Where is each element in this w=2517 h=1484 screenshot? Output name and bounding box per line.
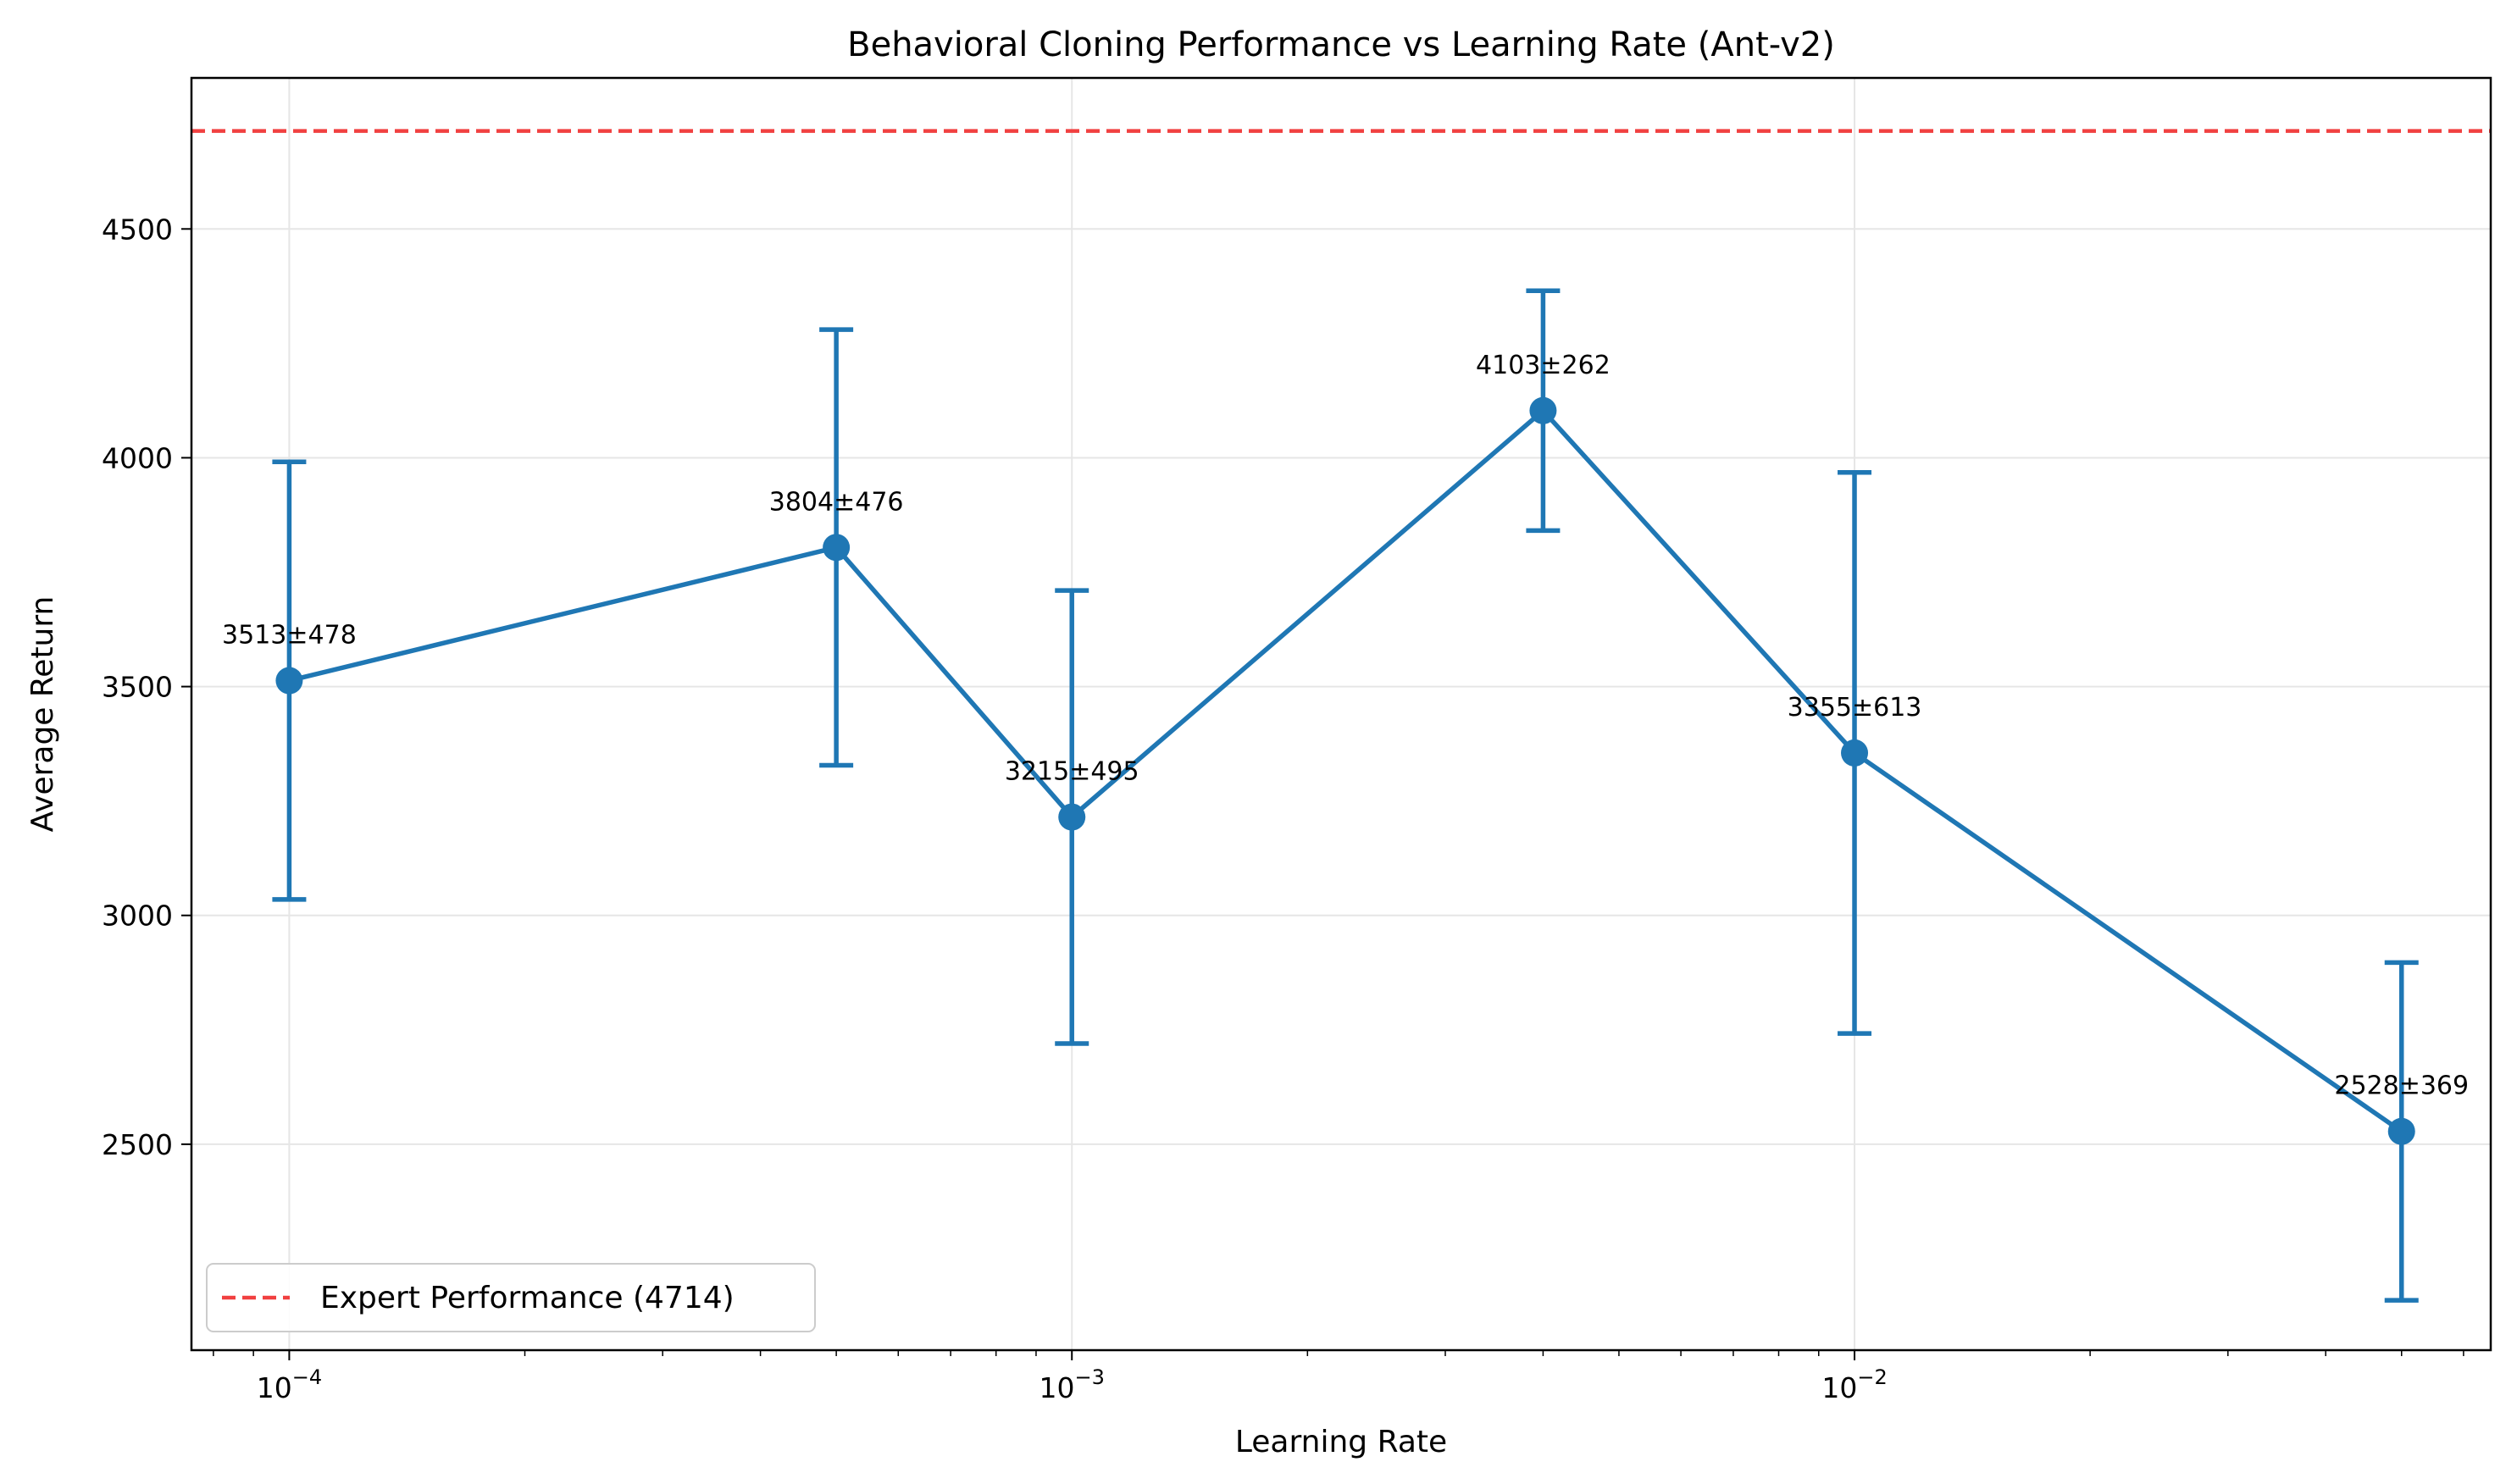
data-label-layer: 3513±478 3804±476 3215±495 4103±262 3355±613…	[222, 351, 2469, 1101]
plot-frame	[190, 76, 2492, 1352]
tick-layer: 10−4 10−3 10−2 2500 3000 3500 4000 4500	[102, 213, 2464, 1404]
data-label: 3215±495	[1005, 757, 1139, 787]
y-tick-label: 3000	[102, 900, 173, 933]
y-tick-label: 4000	[102, 441, 173, 474]
y-tick-label: 2500	[102, 1128, 173, 1161]
y-tick-label: 3500	[102, 671, 173, 704]
data-point	[275, 667, 303, 695]
chart-title: Behavioral Cloning Performance vs Learni…	[847, 25, 1835, 64]
legend: Expert Performance (4714)	[206, 1263, 816, 1332]
x-axis-label: Learning Rate	[1235, 1425, 1447, 1459]
series-layer	[272, 288, 2419, 1303]
data-point	[1529, 396, 1557, 424]
data-label: 3513±478	[222, 621, 357, 651]
grid-layer	[191, 78, 2491, 1350]
data-label: 2528±369	[2334, 1071, 2469, 1101]
data-label: 3355±613	[1788, 693, 1922, 723]
x-tick-label: 10−3	[1040, 1365, 1105, 1404]
data-label: 3804±476	[769, 487, 904, 517]
data-point	[823, 534, 851, 562]
y-tick-label: 4500	[102, 213, 173, 246]
x-tick-label: 10−2	[1821, 1365, 1887, 1404]
x-tick-label: 10−4	[257, 1365, 322, 1404]
legend-box	[206, 1263, 816, 1332]
data-point	[2387, 1117, 2415, 1145]
y-axis-label: Average Return	[25, 596, 60, 833]
data-point	[1841, 739, 1869, 767]
legend-expert-label: Expert Performance (4714)	[320, 1281, 735, 1315]
series-line	[288, 408, 2403, 1134]
data-point	[1058, 803, 1086, 831]
data-label: 4103±262	[1476, 351, 1611, 380]
